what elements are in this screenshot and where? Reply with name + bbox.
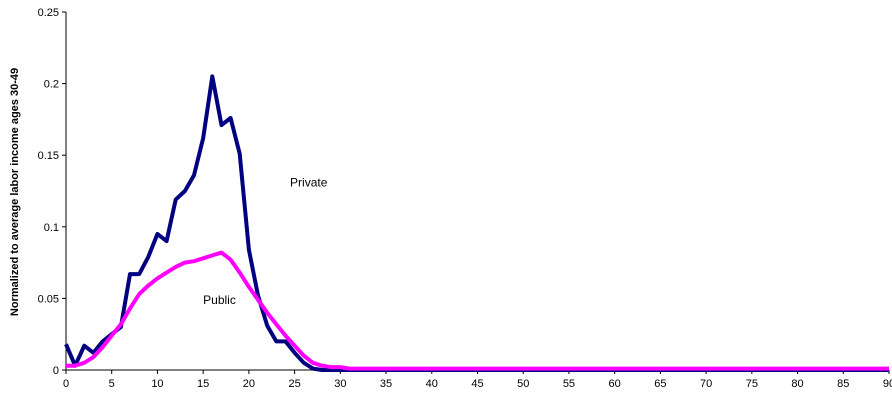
x-tick-label: 45 — [471, 378, 483, 390]
x-tick-label: 80 — [791, 378, 803, 390]
x-tick-label: 30 — [334, 378, 346, 390]
y-tick-label: 0.15 — [38, 150, 59, 162]
x-tick-label: 10 — [151, 378, 163, 390]
annotation-private: Private — [290, 176, 328, 190]
y-tick-label: 0.2 — [44, 79, 59, 91]
x-ticks: 0 5 10 15 20 25 30 35 40 45 50 55 60 65 70 75 80 85 90 — [63, 370, 892, 390]
axes — [65, 12, 889, 371]
x-tick-label: 20 — [243, 378, 255, 390]
annotation-public: Public — [203, 293, 236, 307]
x-tick-label: 85 — [837, 378, 849, 390]
x-tick-label: 40 — [426, 378, 438, 390]
y-ticks: 0 0.05 0.1 0.15 0.2 0.25 — [38, 7, 66, 377]
x-tick-label: 70 — [700, 378, 712, 390]
y-tick-label: 0.05 — [38, 293, 59, 305]
x-tick-label: 15 — [197, 378, 209, 390]
x-tick-label: 75 — [746, 378, 758, 390]
x-tick-label: 65 — [654, 378, 666, 390]
annotations: Private Public — [203, 176, 328, 307]
x-tick-label: 25 — [288, 378, 300, 390]
y-tick-label: 0.25 — [38, 7, 59, 19]
x-tick-label: 0 — [63, 378, 69, 390]
series-line-public — [66, 250, 889, 371]
plot-area — [64, 74, 889, 372]
y-tick-label: 0.1 — [44, 222, 59, 234]
x-tick-label: 55 — [563, 378, 575, 390]
y-tick-label: 0 — [53, 365, 59, 377]
x-tick-label: 35 — [380, 378, 392, 390]
x-tick-label: 90 — [883, 378, 892, 390]
series-line-private — [64, 74, 889, 372]
x-tick-label: 60 — [609, 378, 621, 390]
x-tick-label: 50 — [517, 378, 529, 390]
y-axis-label: Normalized to average labor income ages … — [9, 68, 21, 316]
y-axis-title: Normalized to average labor income ages … — [9, 68, 21, 316]
x-tick-label: 5 — [109, 378, 115, 390]
